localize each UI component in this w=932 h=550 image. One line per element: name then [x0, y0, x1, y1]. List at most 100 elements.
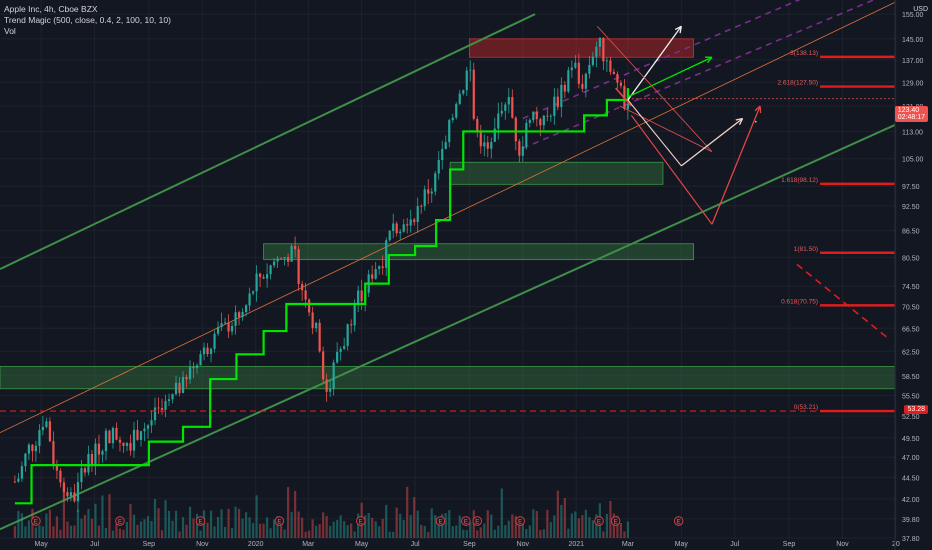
- volume-bar: [248, 517, 251, 538]
- volume-bar: [556, 490, 559, 538]
- earnings-marker-icon: [274, 516, 285, 526]
- volume-bar: [367, 513, 370, 538]
- fib-level-label: 1(81.50): [794, 246, 818, 253]
- candle-body: [234, 312, 237, 326]
- y-tick-label: 62.50: [902, 349, 920, 356]
- volume-bar: [539, 530, 542, 538]
- candle-body: [392, 223, 395, 231]
- candle-body: [420, 206, 423, 207]
- volume-bar: [542, 529, 545, 538]
- candle-body: [132, 429, 136, 451]
- candle-body: [45, 421, 48, 427]
- volume-bar: [469, 522, 472, 538]
- candle-body: [55, 464, 59, 471]
- indicator-title[interactable]: Trend Magic (500, close, 0.4, 2, 100, 10…: [4, 15, 171, 25]
- candle-body: [283, 256, 286, 259]
- volume-bar: [62, 487, 66, 538]
- volume-bar: [181, 517, 185, 538]
- y-tick-label: 92.50: [902, 204, 920, 211]
- volume-bar: [423, 526, 426, 538]
- volume-bar: [241, 518, 244, 538]
- candle-body: [202, 347, 206, 355]
- candle-body: [101, 451, 104, 455]
- candle-body: [598, 37, 601, 47]
- candle-body: [48, 421, 52, 442]
- volume-bar: [195, 513, 199, 538]
- symbol-title[interactable]: Apple Inc, 4h, Cboe BZX: [4, 4, 98, 14]
- candle-body: [199, 354, 202, 366]
- candle-body: [343, 345, 346, 349]
- x-tick-label: Mar: [302, 541, 315, 548]
- volume-bar: [223, 526, 227, 538]
- candle-body: [206, 347, 209, 355]
- candle-body: [388, 230, 391, 241]
- candle-body: [262, 277, 265, 279]
- fib-level-label: 3(138.13): [790, 50, 818, 57]
- candle-body: [178, 382, 181, 393]
- candle-body: [465, 70, 468, 91]
- candle-body: [52, 441, 55, 465]
- volume-bar: [448, 510, 451, 538]
- candle-body: [378, 266, 381, 269]
- volume-bar: [192, 518, 195, 538]
- volume-bar: [605, 513, 608, 538]
- earnings-marker-icon: [461, 516, 471, 526]
- candle-body: [59, 470, 62, 483]
- volume-bar: [55, 516, 59, 538]
- y-tick-label: 80.50: [902, 255, 920, 262]
- volume-bar: [216, 516, 220, 538]
- earnings-marker-label: E: [438, 520, 442, 526]
- candle-body: [567, 70, 570, 92]
- candle-body: [157, 407, 160, 409]
- volume-bar: [146, 516, 150, 538]
- volume-bar: [273, 519, 276, 538]
- candle-body: [353, 304, 356, 326]
- candle-body: [164, 400, 167, 410]
- candle-body: [339, 348, 342, 352]
- candle-body: [350, 324, 353, 326]
- up-arrow-white-head: [674, 25, 682, 34]
- down-leg-peach: [627, 99, 682, 167]
- candle-body: [276, 258, 279, 262]
- candle-body: [223, 322, 227, 324]
- purple-channel-2: [522, 0, 801, 120]
- up-arrow-white: [627, 25, 682, 101]
- volume-bar: [139, 521, 143, 538]
- x-tick-label: May: [675, 541, 689, 548]
- zones: [0, 38, 896, 390]
- candle-body: [451, 117, 454, 121]
- volume-title[interactable]: Vol: [4, 26, 16, 36]
- candle-body: [195, 365, 199, 369]
- y-tick-label: 39.80: [902, 517, 920, 524]
- candle-body: [539, 119, 542, 126]
- candle-body: [104, 430, 108, 452]
- volume-bar: [430, 508, 433, 538]
- x-tick-label: Nov: [517, 541, 530, 548]
- candle-body: [619, 82, 622, 86]
- volume-bar: [234, 506, 237, 538]
- volume-bar: [157, 508, 160, 538]
- volume-bar: [427, 531, 430, 538]
- y-tick-label: 129.00: [902, 80, 924, 87]
- volume-bar: [220, 509, 223, 538]
- volume-bar: [546, 509, 549, 538]
- volume-bar: [83, 515, 87, 538]
- candle-body: [273, 261, 276, 266]
- candle-body: [188, 366, 192, 380]
- candle-body: [486, 142, 489, 149]
- volume-bar: [560, 504, 563, 538]
- grid: [0, 0, 897, 539]
- earnings-marker-label: E: [475, 520, 479, 526]
- x-tick-label: Jul: [411, 541, 420, 548]
- volume-bar: [153, 498, 157, 538]
- volume-bar: [34, 527, 38, 538]
- earnings-marker-label: E: [518, 520, 522, 526]
- volume-bar: [27, 520, 30, 538]
- candle-body: [129, 443, 132, 451]
- volume-bar: [188, 506, 192, 538]
- volume-bar: [339, 515, 342, 538]
- candle-body: [591, 56, 594, 65]
- volume-bar: [150, 520, 153, 538]
- candle-body: [528, 120, 531, 123]
